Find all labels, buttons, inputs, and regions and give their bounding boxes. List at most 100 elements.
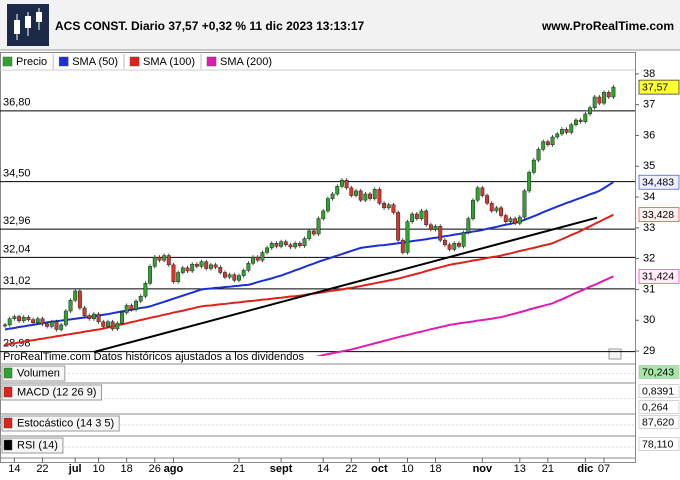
candle	[279, 241, 284, 247]
candle	[424, 210, 429, 226]
candle	[260, 252, 265, 261]
candle	[274, 243, 279, 247]
site-name: www.ProRealTime.com	[541, 19, 674, 33]
legend-swatch	[58, 56, 69, 67]
x-tick-label: 07	[598, 463, 610, 475]
panel-label-box	[1, 437, 64, 454]
candle	[377, 189, 382, 204]
legend-label: SMA (200)	[220, 56, 272, 68]
candle	[588, 107, 592, 115]
candle	[87, 315, 92, 319]
candle	[457, 243, 461, 247]
y-tick-label: 32	[643, 253, 655, 265]
candle	[82, 307, 87, 316]
x-tick-label: 14	[8, 463, 20, 475]
value-tag	[638, 174, 680, 190]
candle	[120, 312, 124, 324]
candle	[45, 323, 50, 327]
x-tick-label: nov	[473, 463, 493, 475]
candle	[335, 186, 340, 195]
candle	[185, 267, 190, 272]
candle	[311, 230, 316, 235]
candle	[7, 318, 12, 326]
candle	[176, 272, 181, 283]
candle	[307, 230, 312, 239]
candle	[471, 199, 475, 219]
candle	[96, 313, 101, 323]
candle	[541, 141, 546, 150]
logo-candle	[14, 20, 20, 34]
candle	[77, 290, 82, 309]
panel-label-box	[1, 415, 120, 432]
candle	[208, 264, 213, 269]
candle	[302, 238, 307, 246]
x-tick-label: jul	[68, 463, 82, 475]
indicator-panels: Volumen 70,243 MACD (12 26 9) 0,8391 0,264 Es…	[0, 363, 680, 459]
candle	[54, 321, 59, 330]
y-tick-label: 36	[643, 129, 655, 141]
candle	[35, 318, 40, 323]
level-label: 32,96	[3, 215, 31, 227]
candle	[213, 264, 218, 268]
candle	[3, 324, 7, 327]
legend-label: SMA (50)	[72, 56, 118, 68]
value-tag-label: 37,57	[642, 81, 668, 93]
candle	[452, 243, 457, 250]
candle	[428, 224, 433, 230]
y-tick-label: 33	[643, 222, 655, 234]
candle	[227, 274, 232, 278]
candle	[354, 190, 358, 196]
level-label: 31,02	[3, 275, 31, 287]
candle	[414, 213, 419, 219]
candle	[461, 232, 466, 247]
candle	[101, 321, 106, 327]
candle	[475, 187, 480, 201]
candle	[522, 190, 527, 218]
candle	[325, 198, 330, 212]
legend-swatch	[2, 56, 13, 67]
legend-label: Precio	[16, 56, 47, 68]
candle	[508, 218, 513, 222]
candle	[438, 226, 443, 241]
candle	[134, 300, 138, 310]
logo	[7, 4, 49, 46]
panel-swatch	[3, 417, 13, 429]
value-tag	[638, 269, 680, 284]
candle	[129, 305, 134, 310]
candle	[26, 316, 31, 320]
y-tick-label: 34	[643, 191, 655, 203]
legend-swatch	[129, 56, 140, 67]
panel-tag	[638, 437, 680, 451]
value-tag	[638, 207, 680, 222]
candle	[288, 244, 293, 248]
candle	[63, 310, 68, 326]
plot-area	[3, 85, 616, 356]
panel-tag	[638, 415, 680, 429]
candle	[574, 119, 578, 125]
candle	[391, 204, 396, 213]
x-tick-label: dic	[577, 463, 593, 475]
candle	[21, 316, 26, 322]
panel-swatch	[3, 367, 13, 379]
sma-line	[314, 275, 614, 356]
level-label: 36,80	[3, 97, 31, 109]
x-tick-label: 18	[121, 463, 133, 475]
data-note: ProRealTime.com Datos históricos ajustad…	[3, 351, 305, 363]
value-tag-label: 34,483	[642, 176, 674, 188]
legend: Precio SMA (50) SMA (100) SMA (200)	[2, 54, 272, 69]
panel-tag	[638, 400, 680, 414]
value-tag-label: 31,424	[642, 271, 674, 283]
candle	[255, 256, 260, 261]
candle	[330, 193, 335, 199]
candle	[124, 305, 129, 313]
candle	[592, 96, 597, 108]
panel-tag	[638, 384, 680, 398]
panel-tag-label: 0,264	[642, 401, 668, 413]
y-tick-label: 29	[643, 345, 655, 357]
level-label: 34,50	[3, 168, 31, 180]
candle	[494, 207, 499, 212]
y-tick-label: 37	[643, 99, 655, 111]
candle	[368, 193, 372, 199]
candle	[382, 202, 387, 209]
candle	[433, 226, 438, 230]
